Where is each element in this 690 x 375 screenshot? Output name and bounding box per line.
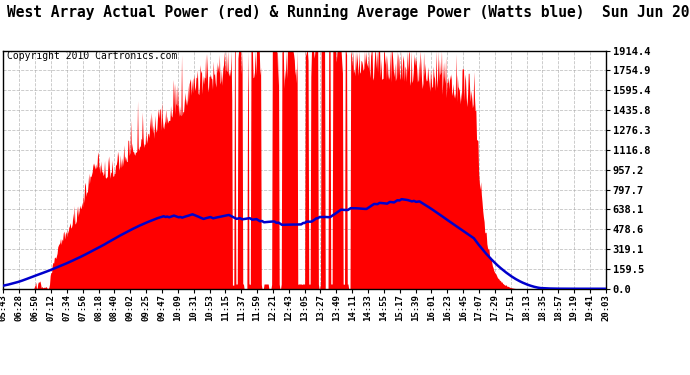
Text: West Array Actual Power (red) & Running Average Power (Watts blue)  Sun Jun 20 2: West Array Actual Power (red) & Running … bbox=[7, 4, 690, 20]
Text: Copyright 2010 Cartronics.com: Copyright 2010 Cartronics.com bbox=[7, 51, 177, 61]
